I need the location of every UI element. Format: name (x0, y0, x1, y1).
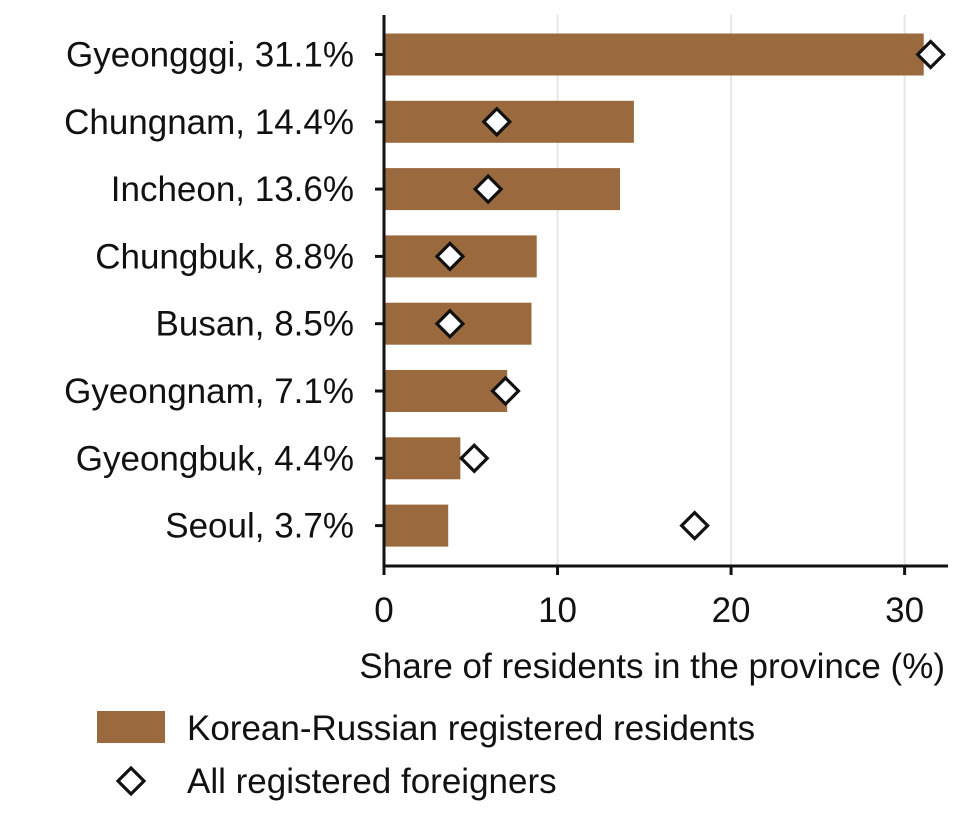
category-label: Gyeongnam, 7.1% (64, 372, 354, 411)
category-label: Gyeongggi, 31.1% (66, 36, 354, 75)
marker-series (434, 39, 946, 541)
diamond-marker (458, 443, 490, 474)
x-tick-label: 30 (885, 591, 924, 630)
category-label: Chungbuk, 8.8% (95, 237, 354, 276)
diamond-marker (490, 375, 521, 407)
diamond-marker (481, 106, 513, 138)
diamond-marker (915, 39, 946, 70)
bar (384, 33, 924, 76)
x-tick-label: 0 (374, 591, 393, 630)
bar (384, 504, 449, 547)
x-axis-title: Share of residents in the province (%) (359, 647, 945, 686)
x-tick-label: 10 (538, 591, 577, 630)
category-label: Gyeongbuk, 4.4% (76, 439, 354, 478)
legend-diamond-icon (115, 765, 147, 797)
category-label: Seoul, 3.7% (165, 507, 354, 546)
grid-lines (556, 15, 906, 566)
diamond-marker (434, 308, 466, 339)
legend-bar-swatch (97, 711, 165, 743)
diamond-marker (434, 241, 466, 272)
category-label: Chungnam, 14.4% (64, 103, 354, 142)
category-label: Busan, 8.5% (156, 305, 354, 344)
bar-series (384, 33, 924, 547)
axes (375, 15, 948, 575)
diamond-marker (472, 173, 504, 205)
category-labels: Gyeongggi, 31.1% Chungnam, 14.4% Incheon, … (64, 36, 354, 546)
legend-bar-label: Korean-Russian registered residents (187, 709, 755, 748)
category-label: Incheon, 13.6% (111, 170, 354, 209)
x-tick-labels: 0 10 20 30 (374, 591, 924, 630)
diamond-marker (679, 510, 710, 541)
legend-marker-label: All registered foreigners (187, 762, 557, 801)
legend: Korean-Russian registered residents All … (97, 709, 755, 801)
bar (384, 370, 508, 412)
x-tick-label: 20 (712, 591, 751, 630)
bar (384, 437, 461, 480)
